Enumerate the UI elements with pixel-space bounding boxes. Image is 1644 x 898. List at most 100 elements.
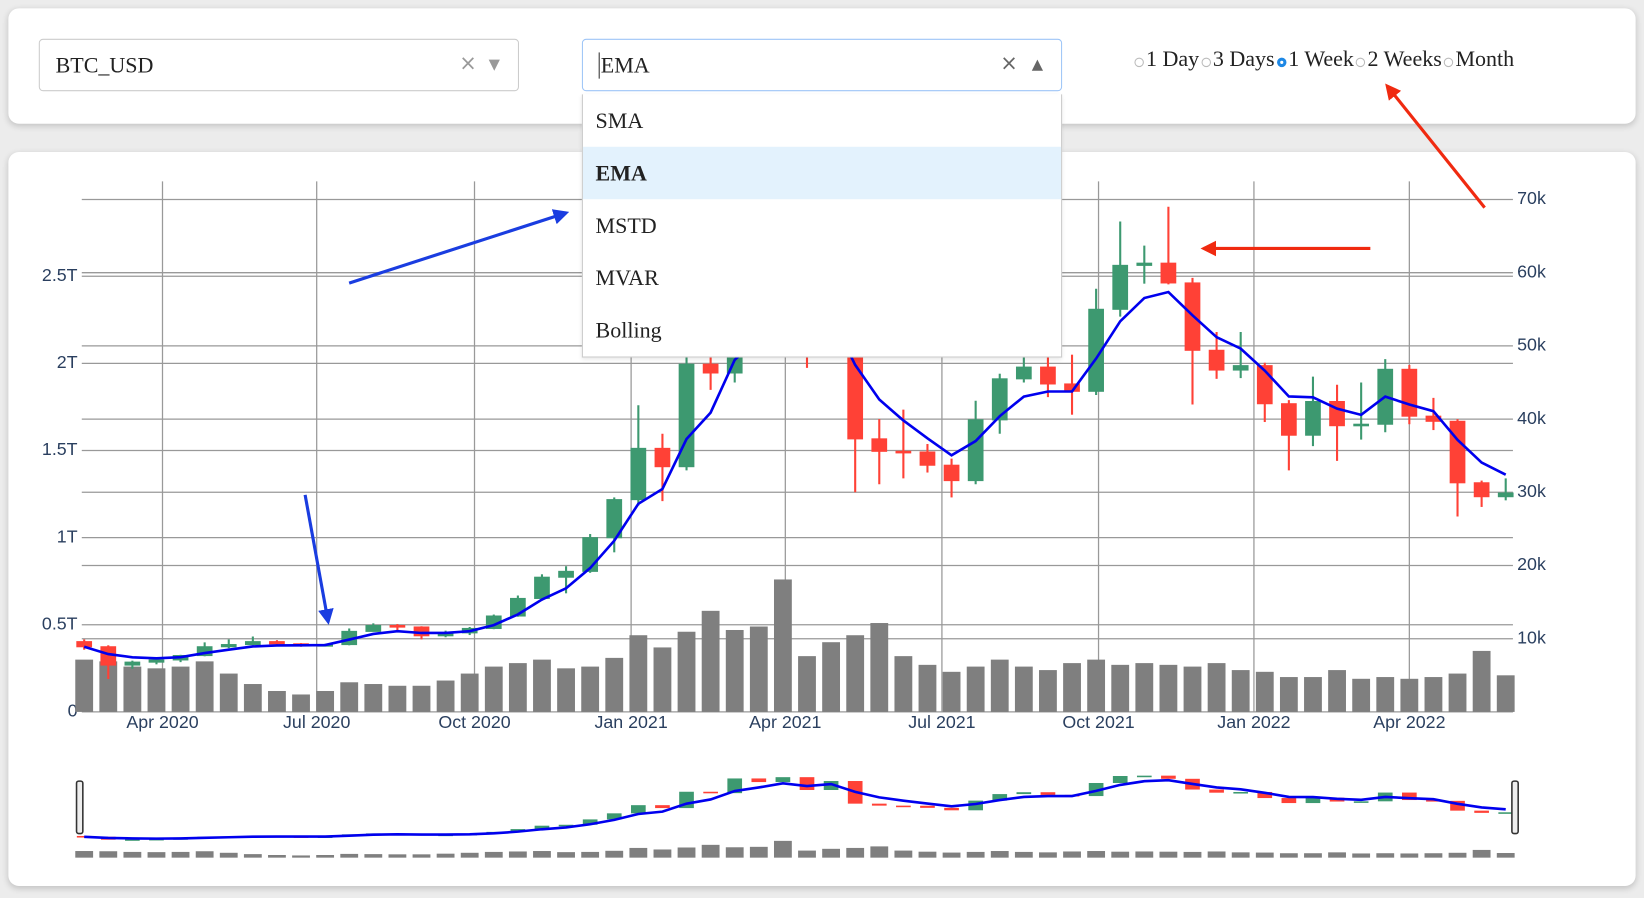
mini-candle-body — [1353, 801, 1369, 803]
mini-volume-bar — [99, 851, 118, 858]
x-tick-label: Apr 2021 — [749, 712, 821, 732]
y2-tick-label: 10k — [1517, 627, 1546, 647]
mini-candle-body — [1305, 797, 1321, 804]
mini-volume-bar — [1231, 852, 1250, 858]
radio-label[interactable]: Month — [1455, 46, 1515, 72]
mini-volume-bar — [219, 852, 238, 858]
volume-bar — [171, 666, 190, 712]
mini-candle-body — [968, 800, 983, 811]
radio-button[interactable] — [1134, 57, 1144, 68]
indicator-option[interactable]: Bolling — [595, 317, 662, 343]
volume-bar — [870, 623, 889, 712]
mini-candle-body — [896, 805, 911, 808]
volume-bar — [1255, 671, 1274, 712]
volume-bar — [1376, 677, 1395, 712]
volume-bar — [653, 647, 672, 712]
clear-icon[interactable]: × — [1000, 50, 1018, 76]
mini-volume-bar — [1255, 852, 1274, 858]
volume-bar — [557, 668, 575, 712]
volume-bar — [1328, 670, 1346, 712]
volume-bar — [195, 661, 214, 712]
mini-volume-bar — [123, 851, 142, 858]
clear-icon[interactable]: × — [459, 50, 477, 76]
mini-volume-bar — [557, 852, 575, 858]
radio-label[interactable]: 1 Week — [1288, 46, 1354, 72]
indicator-option[interactable]: MVAR — [595, 265, 659, 291]
mini-volume-bar — [268, 854, 286, 858]
mini-volume-bar — [508, 851, 527, 858]
mini-candle-body — [1233, 791, 1249, 794]
volume-bar — [894, 656, 913, 712]
mini-volume-bar — [292, 855, 310, 858]
candle-body — [558, 570, 574, 578]
range-handle[interactable] — [75, 780, 84, 835]
volume-bar — [749, 626, 768, 712]
mini-candle-body — [703, 791, 718, 794]
y-tick-label: 2T — [57, 352, 78, 372]
volume-bar — [364, 684, 383, 712]
volume-bar — [460, 673, 479, 712]
mini-volume-bar — [1063, 851, 1081, 858]
mini-candle-body — [606, 813, 622, 820]
volume-bar — [1183, 666, 1202, 712]
mini-volume-bar — [701, 844, 720, 858]
volume-bar — [99, 661, 118, 712]
volume-bar — [701, 610, 720, 712]
mini-volume-bar — [1039, 852, 1057, 858]
volume-bar — [533, 659, 551, 712]
mini-volume-bar — [749, 846, 768, 858]
y-tick-label: 0 — [68, 701, 78, 721]
mini-volume-bar — [942, 852, 961, 858]
mini-candle-body — [1498, 812, 1514, 814]
volume-bar — [508, 663, 527, 712]
radio-label[interactable]: 1 Day — [1145, 46, 1200, 72]
mini-volume-bar — [533, 851, 551, 858]
volume-bar — [147, 668, 166, 712]
dropdown-arrow[interactable]: ▲ — [1031, 56, 1043, 74]
volume-bar — [605, 657, 624, 712]
mini-volume-bar — [894, 850, 913, 858]
candle-body — [269, 641, 285, 645]
mini-volume-bar — [918, 851, 937, 858]
candle-body — [1208, 349, 1225, 371]
mini-candle-body — [1136, 775, 1152, 778]
candle-body — [702, 363, 719, 374]
volume-bar — [846, 635, 865, 712]
indicator-select[interactable]: EMA × ▲ — [581, 38, 1063, 92]
mini-candle-body — [76, 835, 92, 838]
candle-body — [871, 438, 888, 452]
mini-candle-body — [1016, 792, 1032, 795]
mini-volume-bar — [1400, 853, 1419, 858]
indicator-option[interactable]: SMA — [595, 107, 644, 134]
mini-candle-body — [799, 777, 815, 791]
indicator-option[interactable]: EMA — [582, 146, 1062, 200]
y-tick-label: 2.5T — [42, 265, 78, 285]
mini-volume-bar — [460, 852, 479, 858]
mini-volume-bar — [629, 847, 648, 858]
mini-volume-bar — [1159, 851, 1178, 858]
y-tick-label: 0.5T — [42, 613, 78, 633]
mini-volume-bar — [171, 851, 190, 858]
radio-label[interactable]: 3 Days — [1212, 46, 1275, 72]
mini-volume-bar — [388, 854, 407, 858]
mini-volume-bar — [966, 851, 985, 858]
mini-candle-body — [1040, 792, 1056, 795]
volume-bar — [1135, 663, 1154, 712]
symbol-select[interactable]: BTC_USD × ▼ — [38, 38, 519, 92]
volume-bar — [1231, 670, 1250, 712]
mini-volume-bar — [340, 853, 359, 858]
radio-button[interactable] — [1356, 57, 1366, 68]
radio-label[interactable]: 2 Weeks — [1367, 46, 1442, 72]
radio-button[interactable] — [1276, 57, 1287, 68]
dropdown-arrow[interactable]: ▼ — [488, 56, 500, 74]
radio-button[interactable] — [1443, 57, 1454, 68]
x-tick-label: Jan 2021 — [594, 712, 667, 732]
mini-candle-body — [871, 803, 887, 806]
radio-button[interactable] — [1201, 57, 1211, 68]
volume-bar — [1207, 663, 1226, 712]
candle-body — [1401, 368, 1418, 417]
indicator-option[interactable]: MSTD — [595, 212, 657, 239]
volume-bar — [1279, 677, 1298, 712]
symbol-value: BTC_USD — [55, 52, 154, 78]
range-handle[interactable] — [1511, 780, 1519, 835]
